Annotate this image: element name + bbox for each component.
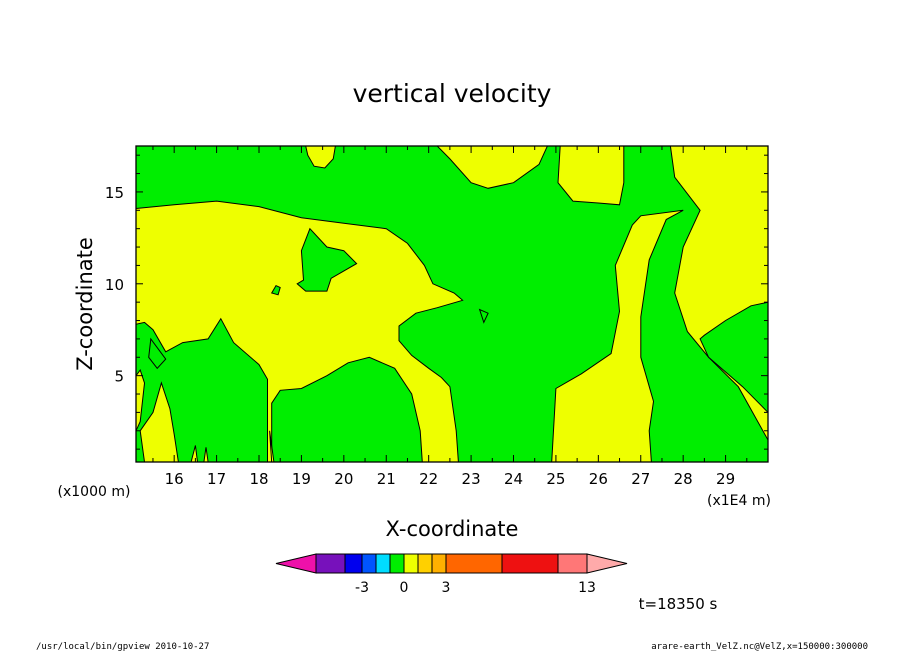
positive-velocity-region [190, 445, 199, 462]
x-tick-label: 26 [589, 470, 608, 488]
time-label: t=18350 s [639, 595, 718, 613]
colorbar-swatch [445, 553, 503, 574]
x-tick-label: 27 [631, 470, 650, 488]
positive-velocity-region [269, 430, 275, 462]
x-tick-label: 29 [716, 470, 735, 488]
x-tick-label: 23 [462, 470, 481, 488]
x-tick-label: 25 [546, 470, 565, 488]
x-axis-unit-label: (x1E4 m) [707, 493, 771, 509]
colorbar-swatch [375, 553, 391, 574]
x-tick-label: 16 [165, 470, 184, 488]
positive-velocity-region [203, 447, 209, 462]
colorbar-arrow-left [275, 553, 317, 574]
colorbar-label: -3 [355, 580, 369, 596]
footer-left: /usr/local/bin/gpview 2010-10-27 [36, 642, 210, 652]
plot-frame [135, 145, 769, 463]
colorbar-swatch [557, 553, 588, 574]
positive-velocity-region [305, 146, 336, 169]
colorbar-arrow-right [586, 553, 628, 574]
negative-velocity-region [478, 308, 489, 324]
colorbar-label: 13 [578, 580, 596, 596]
colorbar-swatch [344, 553, 363, 574]
x-tick-label: 28 [674, 470, 693, 488]
positive-velocity-region [551, 146, 768, 462]
chart-title: vertical velocity [353, 79, 552, 108]
x-tick-label: 19 [292, 470, 311, 488]
y-tick-label: 15 [105, 184, 124, 202]
negative-velocity-region [270, 284, 281, 296]
negative-velocity-region [148, 337, 167, 370]
colorbar-swatch [403, 553, 419, 574]
colorbar: -3 0 3 13 [275, 553, 628, 596]
x-axis: 16 17 18 19 20 21 22 23 24 25 26 27 28 29 [152, 146, 748, 488]
y-tick-label: 10 [105, 276, 124, 294]
colorbar-label: 3 [442, 580, 451, 596]
positive-velocity-region [136, 369, 146, 432]
colorbar-swatch [501, 553, 559, 574]
x-tick-label: 24 [504, 470, 523, 488]
x-axis-title: X-coordinate [386, 517, 519, 541]
colorbar-swatch [389, 553, 405, 574]
negative-velocity-region [699, 301, 768, 414]
plot-area [135, 145, 769, 463]
x-tick-label: 22 [419, 470, 438, 488]
positive-velocity-region [557, 146, 625, 206]
y-axis-unit-label: (x1000 m) [58, 484, 131, 500]
positive-velocity-region [139, 381, 179, 462]
y-axis-title: Z-coordinate [73, 237, 97, 371]
x-tick-label: 21 [377, 470, 396, 488]
positive-velocity-region [436, 146, 548, 189]
colorbar-swatch [417, 553, 433, 574]
colorbar-label: 0 [400, 580, 409, 596]
x-tick-label: 17 [207, 470, 226, 488]
colorbar-swatch [315, 553, 346, 574]
negative-velocity-region [296, 227, 358, 292]
y-axis: 5 10 15 [105, 154, 768, 450]
x-tick-label: 20 [334, 470, 353, 488]
colorbar-swatch [431, 553, 447, 574]
footer-right: arare-earth_VelZ.nc@VelZ,x=150000:300000 [651, 642, 868, 652]
x-tick-label: 18 [249, 470, 268, 488]
positive-velocity-region [136, 200, 464, 462]
y-tick-label: 5 [114, 368, 124, 386]
colorbar-swatch [361, 553, 377, 574]
